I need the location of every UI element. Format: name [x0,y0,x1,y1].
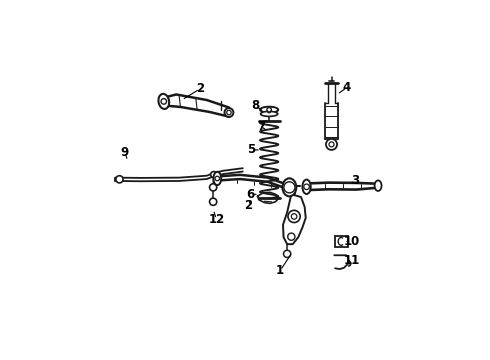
Circle shape [267,108,271,112]
Text: 4: 4 [343,81,351,94]
Text: 12: 12 [208,213,224,226]
Ellipse shape [214,172,221,185]
Text: 10: 10 [343,235,360,248]
Ellipse shape [282,178,296,196]
Circle shape [116,176,123,183]
Text: 2: 2 [196,82,204,95]
Circle shape [211,172,217,177]
Text: 6: 6 [246,188,255,201]
Text: 5: 5 [247,143,256,157]
Ellipse shape [302,180,311,194]
FancyBboxPatch shape [335,235,348,247]
Text: 8: 8 [251,99,259,112]
Circle shape [288,210,300,222]
Circle shape [224,108,233,117]
Text: 3: 3 [351,174,359,187]
Circle shape [210,184,217,191]
Ellipse shape [260,107,278,113]
Circle shape [288,233,295,240]
Ellipse shape [375,180,382,191]
Circle shape [326,139,337,150]
Text: 2: 2 [244,199,252,212]
Text: 1: 1 [276,264,284,277]
Circle shape [210,198,217,205]
Text: 9: 9 [121,146,129,159]
Ellipse shape [158,94,169,109]
Circle shape [284,250,291,257]
Ellipse shape [261,111,278,116]
Text: 7: 7 [257,120,265,133]
Text: 11: 11 [344,254,361,267]
